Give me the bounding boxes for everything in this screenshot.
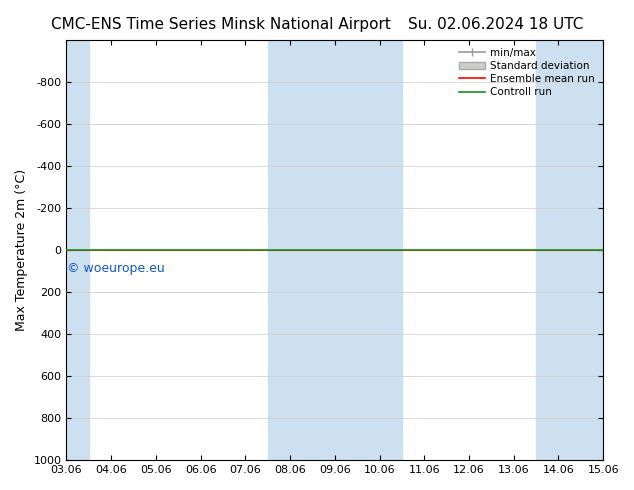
Legend: min/max, Standard deviation, Ensemble mean run, Controll run: min/max, Standard deviation, Ensemble me… <box>456 45 598 100</box>
Text: © woeurope.eu: © woeurope.eu <box>67 263 165 275</box>
Y-axis label: Max Temperature 2m (°C): Max Temperature 2m (°C) <box>15 169 28 331</box>
Title: CMC-ENS Time Series Minsk National Airport    Su. 02.06.2024 18 UTC: CMC-ENS Time Series Minsk National Airpo… <box>0 489 1 490</box>
Text: Su. 02.06.2024 18 UTC: Su. 02.06.2024 18 UTC <box>408 17 583 32</box>
Bar <box>44 40 89 460</box>
Text: CMC-ENS Time Series Minsk National Airport: CMC-ENS Time Series Minsk National Airpo… <box>51 17 391 32</box>
Bar <box>268 40 402 460</box>
Bar <box>536 40 626 460</box>
